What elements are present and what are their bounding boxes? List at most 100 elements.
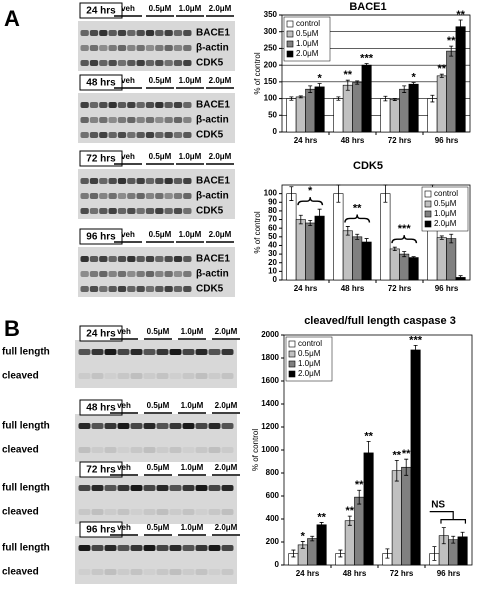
blot-band — [130, 447, 143, 453]
error-bar — [441, 527, 446, 545]
row-label: CDK5 — [196, 58, 224, 69]
lane-label: 1.0μM — [181, 523, 204, 532]
blot-band — [104, 569, 117, 575]
time-label: 72 hrs — [86, 154, 116, 165]
bar — [399, 253, 410, 281]
legend-label: control — [434, 189, 458, 198]
blot-band — [143, 569, 156, 575]
lane-label: 1.0μM — [179, 152, 202, 161]
blot-band — [99, 178, 108, 184]
blot-band — [164, 286, 173, 292]
error-bar — [317, 83, 322, 91]
legend-label: 2.0μM — [296, 49, 319, 58]
blot-band — [136, 208, 145, 214]
bar — [305, 222, 316, 281]
lane-label: 0.5μM — [149, 4, 172, 13]
significance-label: * — [301, 530, 306, 542]
error-bar — [460, 531, 465, 542]
time-box — [79, 2, 123, 19]
blot-band — [80, 117, 89, 123]
y-tick-label: 30 — [268, 249, 277, 258]
row-label: β-actin — [196, 191, 229, 202]
blot-band — [91, 545, 104, 551]
blot-image — [75, 340, 237, 388]
blot-band — [183, 45, 192, 51]
blot-band — [117, 271, 127, 277]
significance-label: ** — [402, 448, 411, 460]
blot-image — [75, 476, 237, 524]
bar — [295, 96, 306, 133]
group-label: ** — [353, 202, 362, 214]
y-tick-label: 100 — [264, 94, 278, 103]
y-tick-label: 50 — [268, 232, 277, 241]
error-bar — [298, 214, 303, 225]
significance-label: *** — [409, 334, 423, 346]
blot-band — [164, 30, 173, 36]
blot-band — [108, 60, 117, 66]
blot-band — [156, 373, 169, 379]
blot-band — [117, 60, 127, 66]
blot-band — [164, 193, 173, 199]
row-label: full length — [2, 543, 50, 554]
bar — [333, 193, 344, 281]
blot-band — [78, 485, 91, 491]
blot-band — [80, 286, 89, 292]
bar — [295, 219, 306, 281]
bar — [305, 88, 316, 133]
error-bar — [364, 63, 369, 68]
blot-band — [99, 208, 108, 214]
blot-band — [80, 256, 89, 262]
x-tick-label: 24 hrs — [294, 136, 318, 145]
blot-band — [164, 60, 173, 66]
blot-band — [169, 485, 182, 491]
blot-band — [156, 545, 169, 551]
time-label: 24 hrs — [86, 6, 116, 17]
blot-band — [195, 349, 208, 355]
legend-swatch — [286, 20, 294, 28]
blot-band — [156, 569, 169, 575]
blot-band — [117, 208, 127, 214]
blot-band — [164, 178, 173, 184]
blot-band — [91, 509, 104, 515]
blot-band — [145, 286, 155, 292]
error-bar — [383, 95, 388, 102]
blot-band — [78, 349, 91, 355]
blot-band — [182, 349, 195, 355]
error-bar — [458, 275, 463, 280]
blot-band — [136, 102, 145, 108]
bracket — [429, 511, 467, 524]
blot-band — [221, 545, 234, 551]
blot-band — [127, 178, 136, 184]
lane-label: 1.0μM — [181, 401, 204, 410]
legend-label: 0.5μM — [298, 349, 321, 358]
blot-band — [208, 569, 221, 575]
blot-band — [80, 102, 89, 108]
y-axis-label: % of control — [253, 52, 262, 94]
blot-band — [89, 30, 99, 36]
x-tick-label: 48 hrs — [341, 284, 365, 293]
legend-label: control — [296, 19, 320, 28]
lane-label: 2.0μM — [209, 230, 232, 239]
error-bar — [345, 226, 350, 236]
bar — [354, 496, 365, 566]
error-bar — [336, 96, 341, 101]
lane-label: veh — [117, 401, 131, 410]
panel-letter: B — [4, 316, 20, 341]
bar — [342, 230, 353, 281]
row-label: full length — [2, 421, 50, 432]
blot-band — [136, 286, 145, 292]
legend-label: 1.0μM — [434, 209, 457, 218]
blot-band — [80, 208, 89, 214]
row-label: β-actin — [196, 115, 229, 126]
legend-label: 2.0μM — [298, 369, 321, 378]
error-bar — [411, 256, 416, 259]
x-tick-label: 96 hrs — [435, 136, 459, 145]
error-bar — [449, 233, 454, 244]
significance-label: ** — [456, 9, 465, 21]
blot-band — [136, 271, 145, 277]
x-tick-label: 96 hrs — [437, 569, 461, 578]
blot-band — [80, 178, 89, 184]
blot-band — [156, 509, 169, 515]
error-bar — [355, 233, 360, 240]
blot-image — [75, 536, 237, 584]
